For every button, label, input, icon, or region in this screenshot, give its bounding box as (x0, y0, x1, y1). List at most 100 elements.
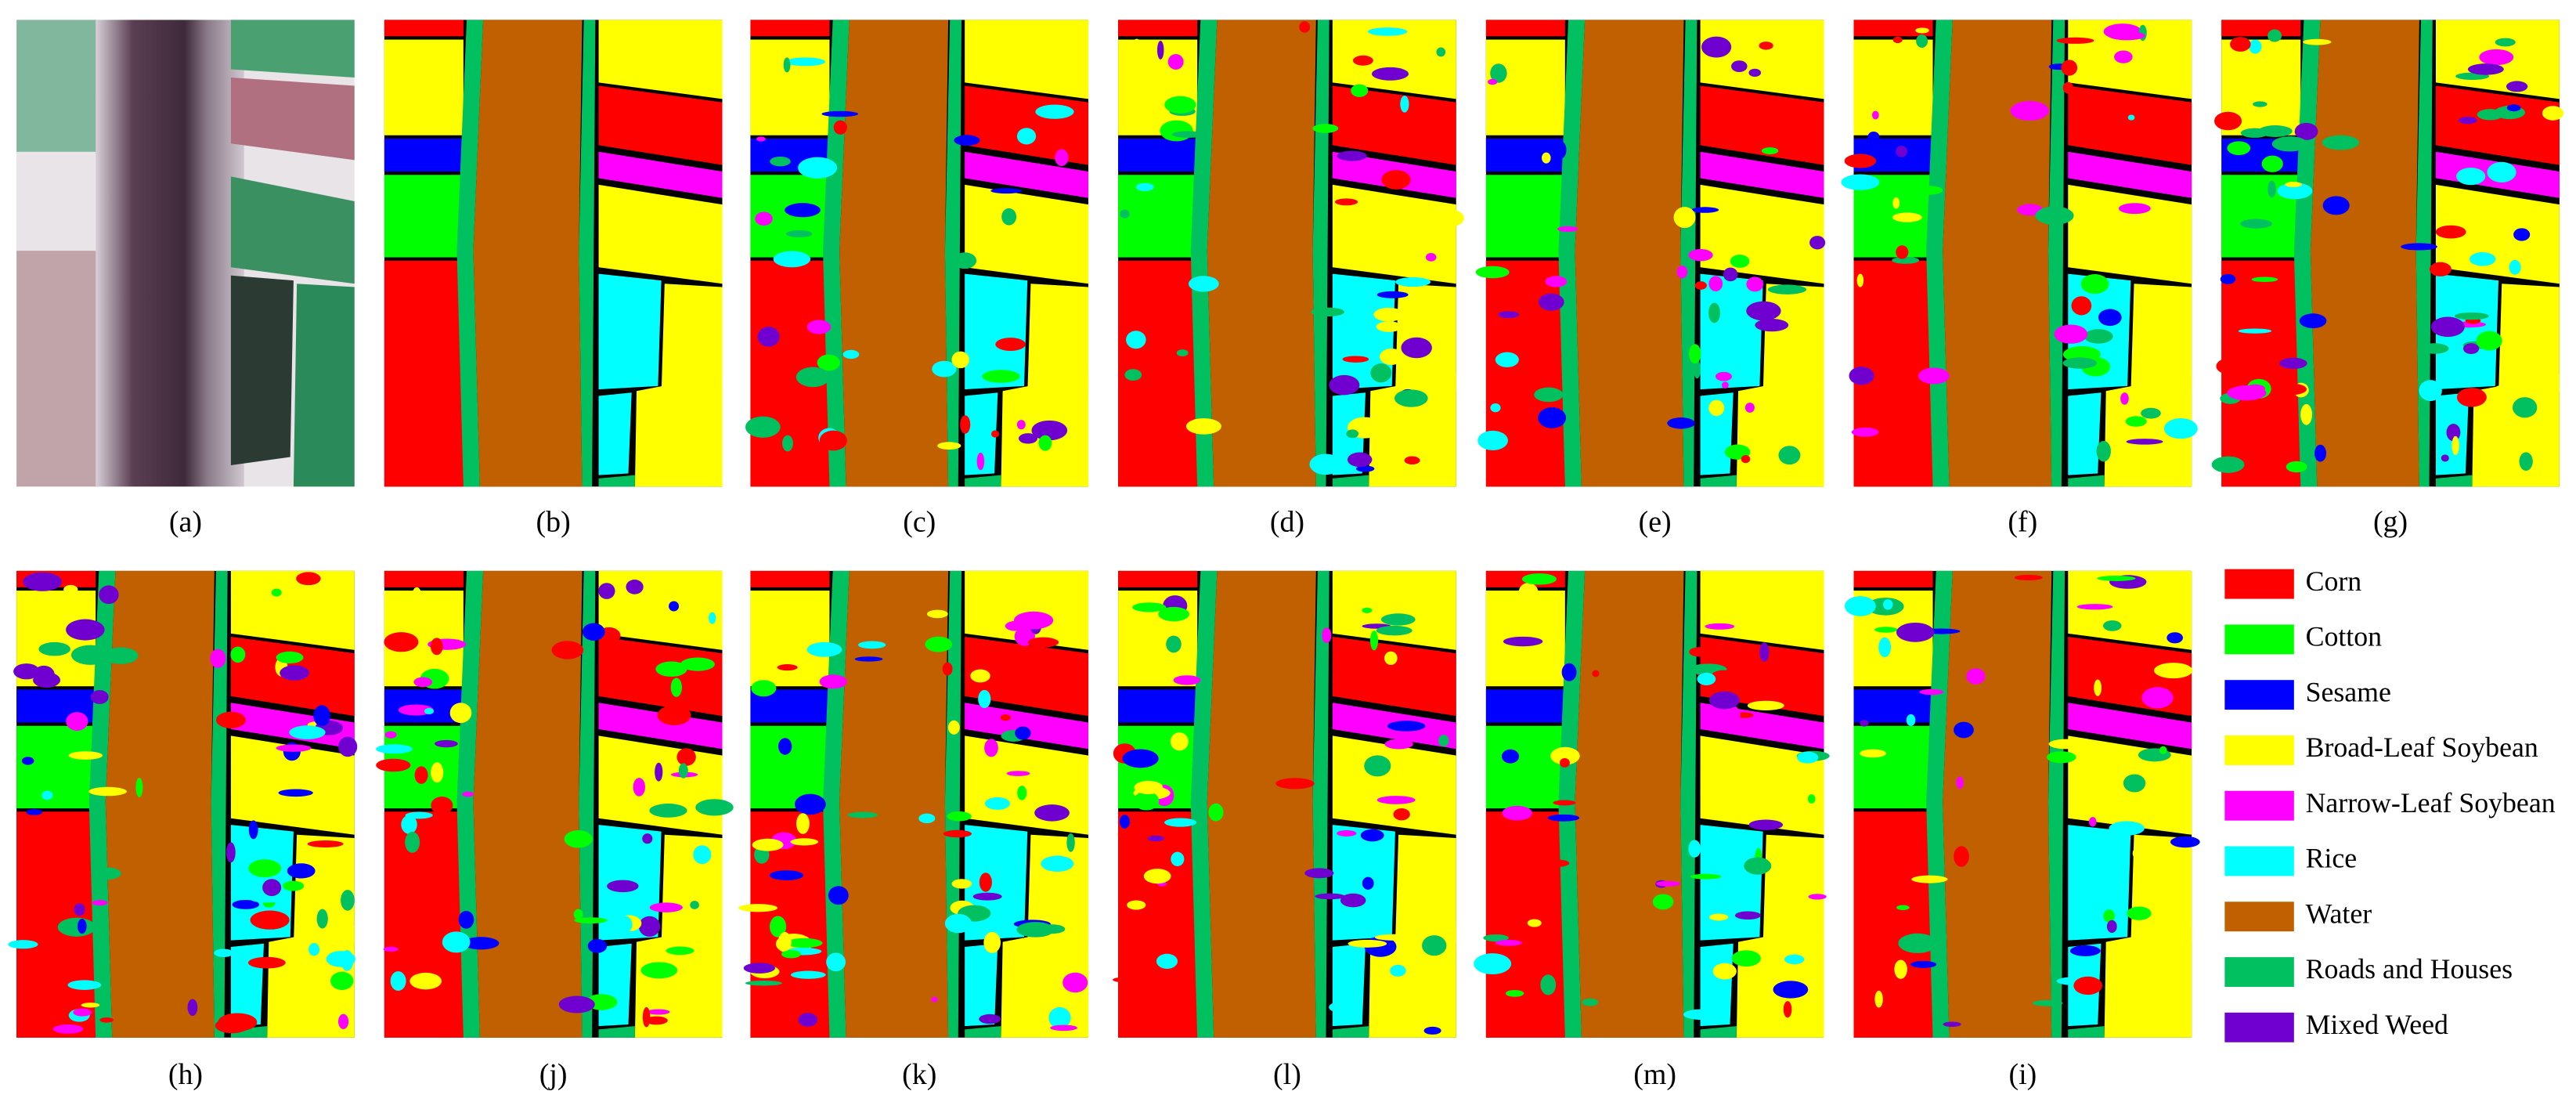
misclassified-region (1723, 705, 1741, 727)
misclassified-region (984, 797, 1010, 810)
misclassified-region (1158, 606, 1190, 622)
misclassified-region (409, 972, 442, 990)
misclassified-region (806, 641, 842, 657)
misclassified-region (1016, 420, 1026, 430)
legend-label: Water (2306, 898, 2372, 929)
misclassified-region (376, 744, 413, 754)
misclassified-region (2246, 384, 2265, 393)
misclassified-region (1746, 301, 1781, 321)
misclassified-region (2141, 687, 2174, 709)
misclassified-region (1534, 387, 1564, 403)
misclassified-region (1394, 277, 1431, 287)
misclassified-region (1171, 851, 1185, 867)
legend-label: Cotton (2306, 621, 2383, 652)
misclassified-region (2062, 357, 2098, 369)
misclassified-region (1841, 174, 1880, 190)
misclassified-region (1744, 403, 1755, 413)
misclassified-region (278, 789, 313, 797)
misclassified-region (1393, 808, 1410, 821)
misclassified-region (858, 641, 886, 649)
misclassified-region (1134, 926, 1158, 941)
misclassified-region (953, 252, 977, 269)
misclassified-region (1171, 131, 1205, 138)
misclassified-region (1767, 284, 1807, 294)
misclassified-region (558, 995, 595, 1013)
misclassified-region (1555, 141, 1567, 159)
misclassified-region (1690, 873, 1722, 880)
misclassified-region (1390, 964, 1406, 977)
misclassified-region (276, 744, 312, 752)
misclassified-region (1712, 963, 1737, 980)
misclassified-region (1914, 186, 1943, 195)
legend-label: Mixed Weed (2306, 1009, 2448, 1040)
misclassified-region (1708, 302, 1721, 323)
misclassified-region (398, 704, 434, 716)
misclassified-region (2220, 273, 2236, 284)
misclassified-region (1346, 429, 1359, 439)
misclassified-region (1337, 830, 1357, 836)
misclassified-region (1673, 207, 1696, 229)
misclassified-region (413, 677, 433, 688)
misclassified-region (2268, 180, 2276, 198)
misclassified-region (2456, 23, 2480, 30)
misclassified-region (2048, 739, 2084, 750)
misclassified-region (1016, 128, 1037, 145)
misclassified-region (38, 641, 70, 656)
misclassified-region (1505, 990, 1524, 997)
misclassified-region (1367, 591, 1384, 598)
misclassified-region (1557, 226, 1578, 233)
misclassified-region (435, 739, 458, 748)
misclassified-region (1435, 209, 1464, 227)
misclassified-region (785, 203, 821, 218)
misclassified-region (214, 948, 233, 958)
misclassified-region (1117, 826, 1146, 843)
misclassified-region (1856, 273, 1864, 287)
misclassified-region (1807, 794, 1816, 804)
misclassified-region (995, 338, 1026, 351)
misclassified-region (1370, 363, 1392, 383)
misclassified-region (1369, 630, 1379, 651)
misclassified-region (2435, 225, 2466, 239)
misclassified-region (1131, 38, 1142, 55)
misclassified-region (376, 758, 411, 772)
misclassified-region (2299, 313, 2327, 329)
misclassified-region (1495, 352, 1519, 367)
misclassified-region (790, 970, 826, 979)
misclassified-region (1038, 435, 1052, 451)
misclassified-region (1561, 663, 1577, 681)
misclassified-region (777, 664, 798, 671)
map-image (16, 570, 355, 1038)
misclassified-region (1689, 647, 1709, 657)
misclassified-region (2123, 774, 2146, 793)
misclassified-region (1031, 420, 1068, 441)
misclassified-region (752, 838, 784, 851)
misclassified-region (777, 932, 792, 952)
misclassified-region (1892, 256, 1920, 264)
misclassified-region (1475, 266, 1510, 279)
misclassified-region (1898, 933, 1938, 953)
misclassified-region (2035, 206, 2074, 226)
misclassified-region (1034, 804, 1070, 822)
classification-map (1474, 570, 1830, 1038)
misclassified-region (2513, 228, 2531, 241)
misclassified-region (2456, 168, 2486, 186)
misclassified-region (1809, 236, 1826, 250)
misclassified-region (976, 452, 985, 471)
misclassified-region (785, 57, 825, 67)
misclassified-region (432, 604, 449, 616)
misclassified-region (1371, 67, 1409, 81)
misclassified-region (2275, 383, 2307, 396)
misclassified-region (1748, 819, 1784, 830)
misclassified-region (1340, 893, 1366, 908)
misclassified-region (63, 584, 78, 594)
misclassified-region (412, 587, 422, 604)
misclassified-region (2127, 906, 2152, 920)
misclassified-region (1039, 924, 1066, 934)
misclassified-region (135, 777, 143, 797)
misclassified-region (2098, 309, 2122, 327)
misclassified-region (751, 680, 777, 697)
misclassified-region (1808, 894, 1827, 900)
misclassified-region (1066, 833, 1075, 852)
misclassified-region (1048, 1006, 1071, 1029)
legend-swatch (2224, 680, 2294, 710)
